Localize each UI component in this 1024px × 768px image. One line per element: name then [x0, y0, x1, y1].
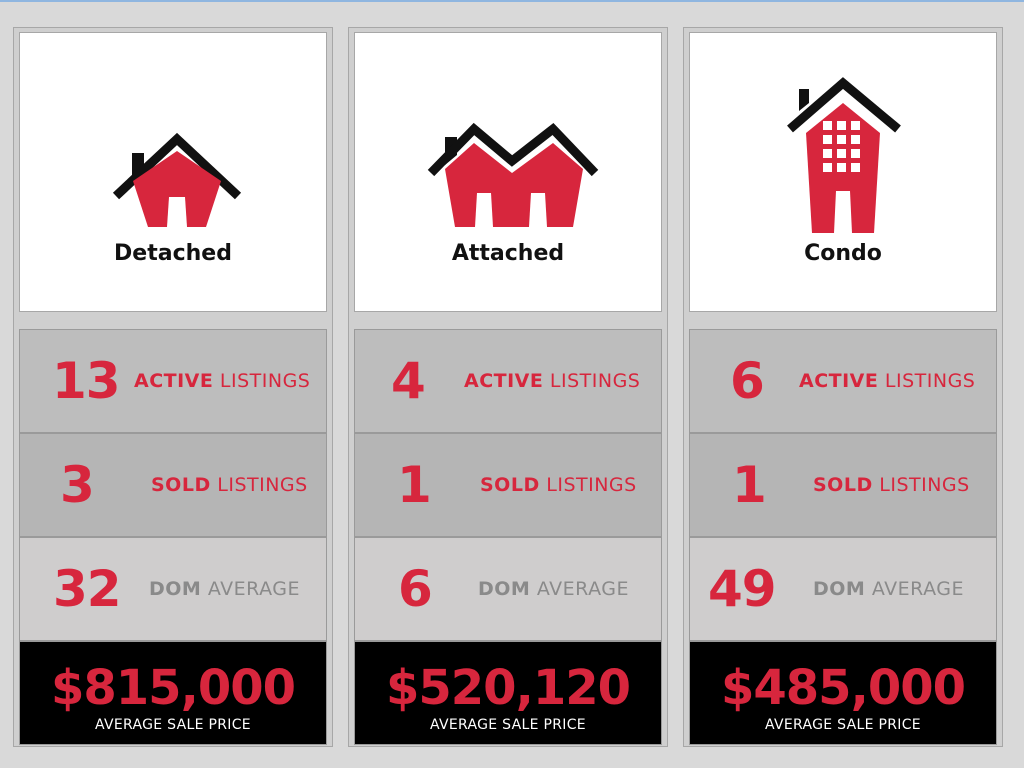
card-title: Detached — [114, 241, 232, 266]
dom-average-value: 49 — [708, 560, 777, 618]
sold-listings-count: 3 — [60, 456, 95, 514]
dom-average-label: DOM AVERAGE — [149, 578, 300, 600]
sold-listings-count: 1 — [732, 456, 767, 514]
active-listings-label: ACTIVE LISTINGS — [464, 370, 641, 392]
dom-average-value: 32 — [53, 560, 122, 618]
card-condo: Condo 6 ACTIVE LISTINGS 1 SOLD LISTINGS … — [683, 27, 1003, 747]
card-hero: Condo — [689, 32, 997, 312]
sold-listings-label: SOLD LISTINGS — [151, 474, 308, 496]
attached-house-icon — [427, 122, 599, 227]
sold-listings-row: 1 SOLD LISTINGS — [689, 433, 997, 537]
average-sale-price-block: $520,120 AVERAGE SALE PRICE — [354, 641, 662, 745]
average-sale-price-caption: AVERAGE SALE PRICE — [95, 717, 251, 733]
average-sale-price-block: $485,000 AVERAGE SALE PRICE — [689, 641, 997, 745]
dom-average-value: 6 — [398, 560, 433, 618]
average-sale-price: $520,120 — [385, 660, 631, 716]
card-title: Condo — [804, 241, 882, 266]
top-border — [0, 0, 1024, 2]
sold-listings-label: SOLD LISTINGS — [480, 474, 637, 496]
dom-average-row: 6 DOM AVERAGE — [354, 537, 662, 641]
active-listings-label: ACTIVE LISTINGS — [799, 370, 976, 392]
card-attached: Attached 4 ACTIVE LISTINGS 1 SOLD LISTIN… — [348, 27, 668, 747]
dom-average-label: DOM AVERAGE — [813, 578, 964, 600]
average-sale-price: $485,000 — [720, 660, 966, 716]
active-listings-row: 6 ACTIVE LISTINGS — [689, 329, 997, 433]
card-hero: Attached — [354, 32, 662, 312]
active-listings-count: 6 — [730, 352, 765, 410]
detached-house-icon — [112, 132, 242, 227]
average-sale-price-caption: AVERAGE SALE PRICE — [430, 717, 586, 733]
sold-listings-row: 1 SOLD LISTINGS — [354, 433, 662, 537]
dom-average-row: 49 DOM AVERAGE — [689, 537, 997, 641]
sold-listings-count: 1 — [397, 456, 432, 514]
average-sale-price-block: $815,000 AVERAGE SALE PRICE — [19, 641, 327, 745]
dom-average-label: DOM AVERAGE — [478, 578, 629, 600]
card-hero: Detached — [19, 32, 327, 312]
sold-listings-label: SOLD LISTINGS — [813, 474, 970, 496]
sold-listings-row: 3 SOLD LISTINGS — [19, 433, 327, 537]
card-title: Attached — [451, 241, 565, 266]
card-detached: Detached 13 ACTIVE LISTINGS 3 SOLD LISTI… — [13, 27, 333, 747]
active-listings-count: 4 — [391, 352, 426, 410]
active-listings-count: 13 — [52, 352, 121, 410]
active-listings-label: ACTIVE LISTINGS — [134, 370, 311, 392]
active-listings-row: 4 ACTIVE LISTINGS — [354, 329, 662, 433]
average-sale-price-caption: AVERAGE SALE PRICE — [765, 717, 921, 733]
dom-average-row: 32 DOM AVERAGE — [19, 537, 327, 641]
average-sale-price: $815,000 — [50, 660, 296, 716]
active-listings-row: 13 ACTIVE LISTINGS — [19, 329, 327, 433]
condo-building-icon — [787, 77, 901, 233]
